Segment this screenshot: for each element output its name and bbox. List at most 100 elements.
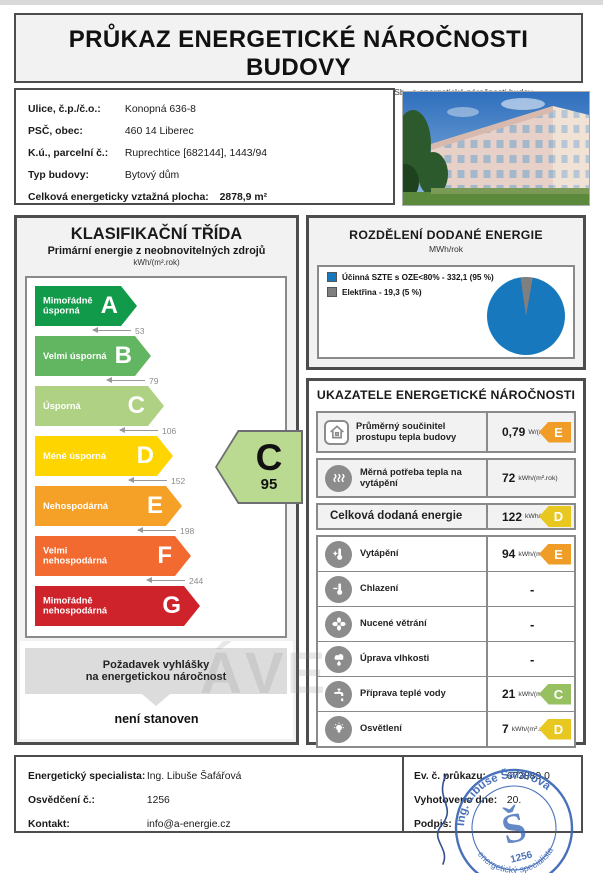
indicator-label: Osvětlení [360, 723, 402, 734]
legend-swatch-blue [327, 272, 337, 282]
scale-threshold: 106 [119, 425, 176, 436]
scale-band-f: Velmi nehospodárná F [35, 536, 191, 576]
energy-split-title: ROZDĚLENÍ DODANÉ ENERGIE [349, 228, 543, 242]
cooling-thermometer-minus-icon [325, 575, 352, 603]
info-label: PSČ, obec: [28, 126, 83, 137]
rating-arrow-fill: C 95 [217, 432, 301, 502]
indicator-row-total-energy: Celková dodaná energie 122 kWh/(m².rok) … [316, 503, 576, 530]
indicator-value: - [530, 651, 535, 667]
legend-label: Elektřina - 19,3 (5 %) [342, 287, 422, 297]
band-label: Nehospodárná [43, 500, 109, 511]
stamp-title-text: energetický specialista [475, 832, 559, 873]
info-value: 460 14 Liberec [124, 126, 194, 137]
indicator-value: 122 [502, 509, 523, 524]
regulation-requirement-box: Požadavek vyhlášky na energetickou nároč… [25, 648, 287, 706]
band-letter: F [157, 542, 172, 569]
grade-badge: E [539, 543, 571, 565]
footer-row-evidence-no: Ev. č. průkazu: 673889.0 [414, 771, 550, 782]
indicator-label: Vytápění [360, 548, 399, 559]
footer-box: Energetický specialista: Ing. Libuše Šaf… [14, 755, 583, 833]
stamp-number: 1256 [509, 849, 534, 865]
scale-band-e: Nehospodárná E [35, 486, 182, 526]
footer-row-contact: Kontakt: info@a-energie.cz [28, 819, 231, 830]
band-letter: G [162, 592, 181, 619]
band-label: Mimořádně úsporná [43, 295, 93, 316]
indicator-row-lighting: Osvětlení 7 kWh/(m².rok) D [318, 711, 574, 746]
legend-item-electricity: Elektřina - 19,3 (5 %) [327, 287, 573, 297]
certificate-meta: Ev. č. průkazu: 673889.0 Vyhotoveno dne:… [402, 757, 581, 831]
indicator-value: 0,79 [502, 425, 526, 439]
energy-class-scale: Mimořádně úsporná A 53 Velmi úsporná B 7… [25, 276, 303, 638]
indicator-unit: kWh/(m².rok) [518, 690, 558, 698]
scale-threshold: 79 [106, 375, 158, 386]
indicators-panel: UKAZATELE ENERGETICKÉ NÁROČNOSTI Průměrn… [306, 378, 586, 748]
specialist-info: Energetický specialista: Ing. Libuše Šaf… [28, 765, 241, 837]
band-label: Velmi nehospodárná [43, 545, 108, 566]
scale-threshold: 244 [146, 575, 203, 586]
requirement-value: není stanoven [114, 712, 199, 726]
current-rating-arrow: C 95 [215, 430, 303, 504]
info-label: Typ budovy: [28, 170, 89, 181]
footer-row-specialist: Energetický specialista: Ing. Libuše Šaf… [28, 771, 242, 782]
legend-label: Účinná SZTE s OZE<80% - 332,1 (95 %) [342, 272, 494, 282]
indicator-label: Měrná potřeba tepla na vytápění [360, 466, 462, 488]
grade-badge: C [539, 683, 571, 705]
fan-icon [325, 610, 352, 638]
grade-badge: E [539, 421, 571, 443]
page-top-edge [0, 0, 603, 5]
legend-item-szte: Účinná SZTE s OZE<80% - 332,1 (95 %) [327, 272, 573, 282]
info-row-city: PSČ, obec: 460 14 Liberec [28, 121, 393, 143]
classification-title: KLASIFIKAČNÍ TŘÍDA [70, 225, 243, 243]
indicator-label: Úprava vlhkosti [360, 653, 430, 664]
info-label: K.ú., parcelní č.: [28, 148, 109, 159]
band-label: Velmi úsporná [43, 350, 107, 361]
scale-band-b: Velmi úsporná B [35, 336, 151, 376]
band-label: Mimořádně nehospodárná [43, 595, 108, 616]
indicator-value: 21 [502, 687, 516, 701]
band-letter: B [114, 342, 132, 369]
indicator-value: - [530, 581, 535, 597]
band-letter: A [100, 292, 118, 319]
scale-band-d: Méně úsporná D [35, 436, 173, 476]
requirement-line2: na energetickou náročnost [85, 671, 227, 683]
indicator-row-heating: Vytápění 94 kWh/(m².rok) E [318, 537, 574, 571]
building-info-box: Ulice, č.p./č.o.: Konopná 636-8 PSČ, obe… [14, 88, 395, 205]
indicator-label: Průměrný součinitel prostupu tepla budov… [356, 420, 457, 442]
indicator-row-hot-water: Příprava teplé vody 21 kWh/(m².rok) C [318, 676, 574, 711]
info-value: Bytový dům [124, 170, 180, 181]
band-label: Úsporná [43, 400, 81, 411]
scale-band-g: Mimořádně nehospodárná G [35, 586, 200, 626]
pie-chart [487, 277, 565, 355]
scale-band-c: Úsporná C [35, 386, 164, 426]
grade-badge: D [539, 718, 571, 740]
classification-subtitle: Primární energie z neobnovitelných zdroj… [47, 245, 266, 257]
energy-split-unit: MWh/rok [429, 244, 463, 254]
house-heat-transfer-icon [324, 419, 349, 445]
indicator-row-humidity: Úprava vlhkosti - [318, 641, 574, 676]
rating-value: 95 [260, 476, 278, 493]
indicator-value: 72 [502, 471, 516, 485]
humidity-cloud-drop-icon [325, 645, 352, 673]
water-tap-icon [325, 680, 352, 708]
energy-split-chart-area: Účinná SZTE s OZE<80% - 332,1 (95 %) Ele… [317, 265, 575, 359]
footer-row-issue-date: Vyhotoveno dne: 20. [414, 795, 522, 806]
certificate-header: PRŮKAZ ENERGETICKÉ NÁROČNOSTI BUDOVY vyd… [14, 13, 583, 97]
grade-badge: D [539, 506, 571, 527]
rating-letter: C [255, 437, 283, 478]
page-title: PRŮKAZ ENERGETICKÉ NÁROČNOSTI BUDOVY [68, 26, 529, 81]
info-row-street: Ulice, č.p./č.o.: Konopná 636-8 [28, 99, 393, 121]
legend-swatch-gray [327, 287, 337, 297]
building-photo [391, 91, 590, 206]
heat-waves-icon [325, 464, 352, 492]
footer-row-certificate-no: Osvědčení č.: 1256 [28, 795, 170, 806]
info-row-parcel: K.ú., parcelní č.: Ruprechtice [682144],… [28, 143, 393, 165]
info-row-area: Celková energeticky vztažná plocha: 2878… [28, 187, 393, 209]
band-label: Méně úsporná [43, 450, 107, 461]
scale-band-a: Mimořádně úsporná A [35, 286, 137, 326]
indicator-row-heat-demand: Měrná potřeba tepla na vytápění 72 kWh/(… [316, 458, 576, 498]
indicator-row-cooling: Chlazení - [318, 571, 574, 606]
scale-threshold: 53 [92, 325, 144, 336]
indicator-value: 7 [502, 722, 509, 736]
indicators-title: UKAZATELE ENERGETICKÉ NÁROČNOSTI [316, 388, 576, 402]
